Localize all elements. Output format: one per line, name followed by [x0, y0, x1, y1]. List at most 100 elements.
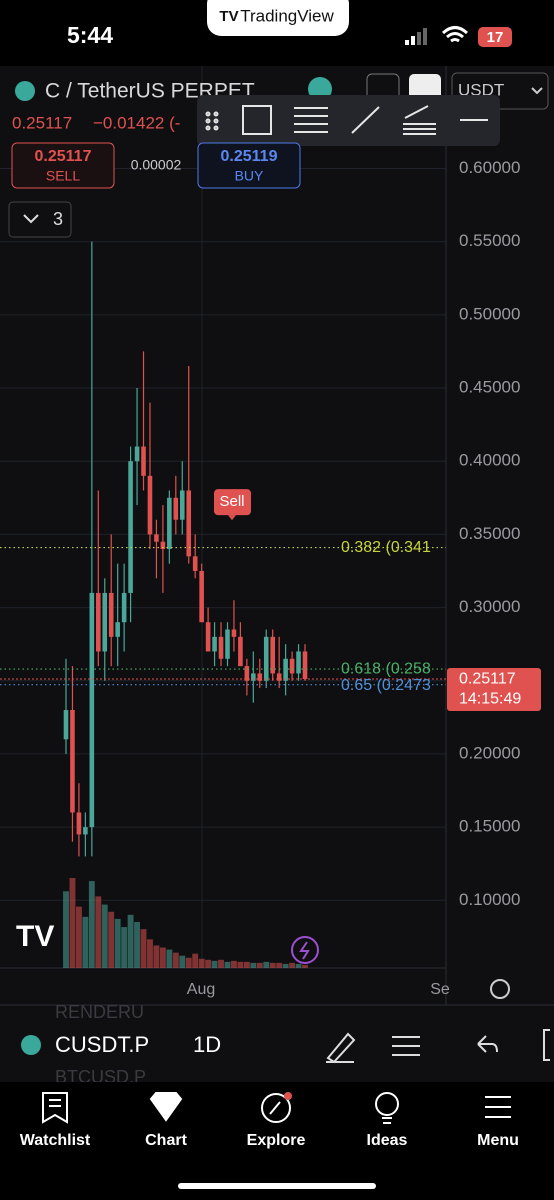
volume-bar — [224, 961, 231, 968]
plot: Sell — [0, 241, 446, 968]
app-logo: TV — [219, 8, 238, 25]
interval[interactable]: 1D — [193, 1032, 221, 1057]
symbol-logo — [21, 1035, 41, 1055]
candle-body — [257, 673, 263, 681]
signal-marker[interactable] — [214, 489, 251, 516]
volume-bar — [211, 960, 218, 968]
bottom-symbol[interactable]: CUSDT.P — [55, 1032, 149, 1057]
price-countdown: 14:15:49 — [459, 690, 521, 707]
indicator-button[interactable] — [392, 1036, 420, 1056]
y-tick-label: 0.40000 — [459, 451, 520, 470]
tabs: Watchlist Chart Explore Ideas Menu — [20, 1132, 519, 1149]
tab-icons — [42, 1092, 511, 1124]
candle-body — [115, 622, 120, 637]
volume-bar — [205, 959, 212, 968]
candle-body — [154, 534, 159, 542]
y-tick-label: 0.50000 — [459, 304, 520, 323]
sell-button[interactable] — [11, 142, 115, 189]
volume-bar — [198, 958, 205, 968]
candle-body — [70, 710, 75, 813]
drawing-tools — [205, 105, 488, 135]
chevron — [531, 87, 543, 95]
candle-body — [147, 475, 153, 535]
tab-label[interactable]: Ideas — [367, 1132, 408, 1149]
fib-label: 0.65 (0.2473 — [341, 677, 431, 694]
y-tick-label: 0.15000 — [459, 817, 520, 836]
volume-bar — [289, 962, 296, 968]
volume-bar — [159, 947, 166, 968]
volume-bar — [276, 962, 283, 968]
x-tick-label: Se — [430, 981, 450, 998]
candle-body — [212, 636, 217, 652]
tv-watermark: TV — [16, 920, 54, 953]
candle-body — [179, 490, 185, 520]
candle-body — [218, 636, 224, 659]
pitchfork-tool[interactable] — [403, 105, 436, 135]
price-change: −0.01422 (- — [93, 113, 180, 132]
draw-button[interactable] — [326, 1032, 356, 1064]
candle-body — [199, 570, 204, 623]
trendline-tool[interactable] — [351, 106, 380, 134]
fib-label: 0.618 (0.258 — [341, 660, 431, 677]
volume-bar — [185, 957, 192, 968]
volume-bar — [108, 911, 115, 968]
flash-button[interactable] — [291, 936, 319, 964]
candle-body — [108, 592, 114, 637]
app-pill — [207, 0, 349, 36]
buy-button[interactable] — [197, 142, 301, 189]
candle-body — [95, 592, 101, 652]
y-tick-label: 0.10000 — [459, 890, 520, 909]
signal-icon — [405, 28, 427, 45]
candle-body — [102, 592, 108, 652]
candle-body — [76, 812, 82, 835]
candle-body — [276, 673, 282, 681]
candle-body — [263, 636, 269, 681]
volume-bar — [140, 929, 147, 968]
candle-body — [128, 461, 133, 593]
candle-body — [270, 636, 276, 674]
undo-button[interactable] — [477, 1035, 498, 1053]
fib-tool[interactable] — [294, 107, 328, 133]
home-indicator — [178, 1183, 376, 1189]
battery-level: 17 — [487, 29, 504, 46]
chevron — [23, 214, 39, 224]
clock: 5:44 — [67, 22, 113, 48]
tab-label[interactable]: Watchlist — [20, 1132, 91, 1149]
tab-label[interactable]: Menu — [477, 1132, 519, 1149]
candle-body — [121, 592, 127, 623]
volume-bar — [101, 904, 108, 968]
sell-price: 0.25117 — [35, 148, 92, 165]
price-tag — [447, 668, 541, 712]
volume-bar — [218, 959, 224, 968]
rect-tool[interactable] — [242, 105, 272, 135]
candle-body — [141, 446, 146, 476]
volume-bar — [302, 964, 308, 968]
candle-body — [173, 497, 179, 520]
ghost-symbol: BTCUSD.P — [55, 1067, 146, 1087]
volume-bar — [231, 960, 237, 968]
y-tick-label: 0.20000 — [459, 743, 520, 762]
candle-body — [167, 497, 172, 550]
candle-body — [205, 622, 211, 652]
y-tick-label: 0.35000 — [459, 524, 520, 543]
volume-bar — [88, 881, 95, 968]
indicators-toggle[interactable] — [8, 201, 72, 238]
x-tick-label: Aug — [187, 981, 215, 998]
y-tick-label: 0.60000 — [459, 158, 520, 177]
tab-label[interactable]: Explore — [247, 1132, 306, 1149]
sell-label: SELL — [46, 168, 80, 184]
candle-body — [186, 490, 192, 557]
flash-icon — [299, 941, 310, 960]
volume-bar — [63, 891, 69, 968]
settings-button[interactable] — [490, 979, 510, 999]
candle-body — [160, 541, 166, 550]
candle-body — [83, 827, 88, 835]
candle-body — [296, 651, 301, 674]
tab-label[interactable]: Chart — [145, 1132, 187, 1149]
volume-bar — [237, 961, 244, 968]
more-button[interactable] — [543, 1029, 550, 1061]
volume-bar — [282, 963, 289, 968]
candle-body — [63, 710, 69, 740]
